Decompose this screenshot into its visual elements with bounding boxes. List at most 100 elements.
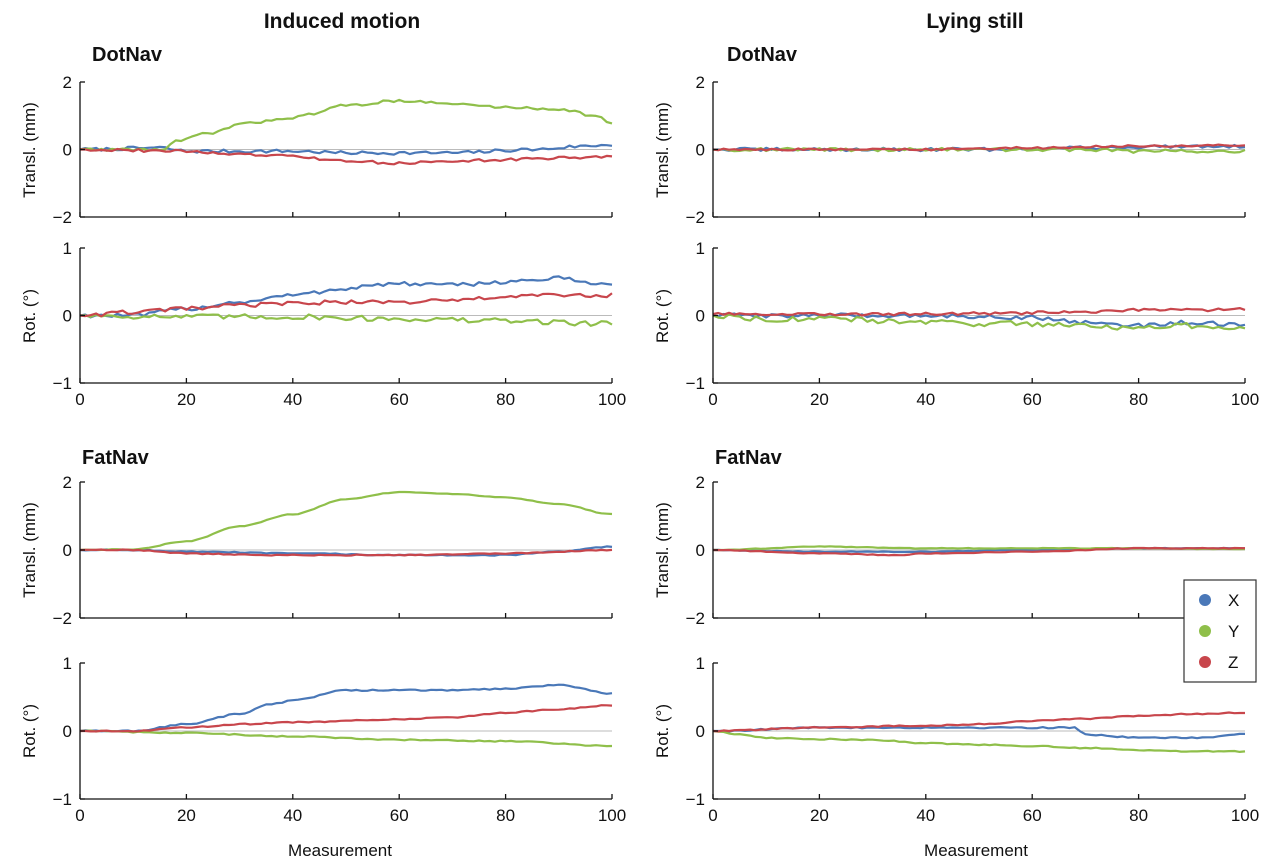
x-tick-label: 60 [390,806,409,825]
x-tick-label: 60 [1023,390,1042,409]
y-axis-label: Transl. (mm) [20,502,39,598]
y-tick-label: −2 [686,609,705,628]
y-tick-label: 1 [63,239,72,258]
column-title-induced-motion: Induced motion [264,10,420,33]
x-tick-label: 80 [496,390,515,409]
series-line-z [79,147,613,166]
x-tick-label: 20 [177,806,196,825]
series-line-x [79,683,613,733]
series-line-y [79,98,613,152]
y-tick-label: 2 [696,73,705,92]
y-axis-label: Transl. (mm) [20,102,39,198]
y-axis-label: Transl. (mm) [653,102,672,198]
y-tick-label: −1 [53,790,72,809]
x-tick-label: 80 [496,806,515,825]
series-line-x [79,275,613,319]
series-line-z [79,292,613,318]
plot-area: −2 0 2 [686,473,1246,628]
panel-title-dotnav: DotNav [92,44,163,66]
series-line-y [712,313,1246,331]
x-tick-label: 40 [283,806,302,825]
y-tick-label: 2 [63,73,72,92]
y-axis-label: Rot. (°) [653,704,672,758]
x-tick-label: 100 [598,806,626,825]
series-line-y [79,313,613,327]
x-tick-label: 100 [598,390,626,409]
y-tick-label: −1 [686,374,705,393]
y-axis-label: Transl. (mm) [653,502,672,598]
x-tick-label: 60 [390,390,409,409]
series-line-x [79,143,613,156]
x-tick-label: 80 [1129,390,1148,409]
y-tick-label: 0 [696,541,705,560]
y-axis-label: Rot. (°) [20,704,39,758]
series-line-z [712,307,1246,317]
y-tick-label: 1 [696,654,705,673]
y-tick-label: 2 [696,473,705,492]
x-tick-label: 0 [75,806,84,825]
legend-label-y: Y [1228,622,1239,641]
series-line-y [712,729,1246,754]
y-tick-label: −2 [53,609,72,628]
x-tick-label: 100 [1231,806,1259,825]
x-tick-label: 20 [177,390,196,409]
legend-label-x: X [1228,591,1239,610]
x-tick-label: 100 [1231,390,1259,409]
x-tick-label: 40 [283,390,302,409]
plot-area: −2 0 2 [53,473,613,628]
y-axis-label: Rot. (°) [653,289,672,343]
y-tick-label: −1 [53,374,72,393]
legend-marker-x [1199,594,1211,606]
series-line-z [79,548,613,557]
x-tick-label: 60 [1023,806,1042,825]
y-tick-label: 0 [696,141,705,160]
panel-title-dotnav: DotNav [727,44,798,66]
legend-marker-z [1199,656,1211,668]
x-tick-label: 40 [916,806,935,825]
x-tick-label: 0 [75,390,84,409]
y-tick-label: 1 [63,654,72,673]
panel-title-fatnav: FatNav [715,447,783,469]
panel-induced-dotnav-translation: DotNav Transl. (mm) −2 0 2 [20,44,613,227]
y-tick-label: −2 [686,208,705,227]
series-line-y [79,729,613,748]
y-tick-label: 0 [63,722,72,741]
y-tick-label: 0 [696,722,705,741]
x-tick-label: 80 [1129,806,1148,825]
x-tick-label: 40 [916,390,935,409]
y-tick-label: −1 [686,790,705,809]
legend-marker-y [1199,625,1211,637]
x-tick-label: 20 [810,390,829,409]
y-tick-label: 0 [696,307,705,326]
column-title-lying-still: Lying still [926,10,1023,33]
y-tick-label: 1 [696,239,705,258]
x-axis-label: Measurement [288,841,392,860]
series-line-y [79,490,613,552]
x-tick-label: 20 [810,806,829,825]
series-line-z [712,546,1246,557]
x-tick-label: 0 [708,390,717,409]
panel-lying-dotnav-translation: DotNav Transl. (mm) −2 0 2 [653,44,1246,227]
series-line-x [712,312,1246,329]
y-axis-label: Rot. (°) [20,289,39,343]
y-tick-label: 0 [63,141,72,160]
legend-box [1183,579,1257,683]
plot-area: −2 0 2 [686,73,1246,227]
legend: X Y Z [1183,579,1257,683]
series-line-z [712,711,1245,733]
x-tick-label: 0 [708,806,717,825]
y-tick-label: 2 [63,473,72,492]
panel-induced-fatnav-translation: FatNav Transl. (mm) −2 0 2 [20,447,613,628]
panel-lying-fatnav-translation: FatNav Transl. (mm) −2 0 2 [653,447,1246,628]
y-tick-label: −2 [53,208,72,227]
y-tick-label: 0 [63,541,72,560]
